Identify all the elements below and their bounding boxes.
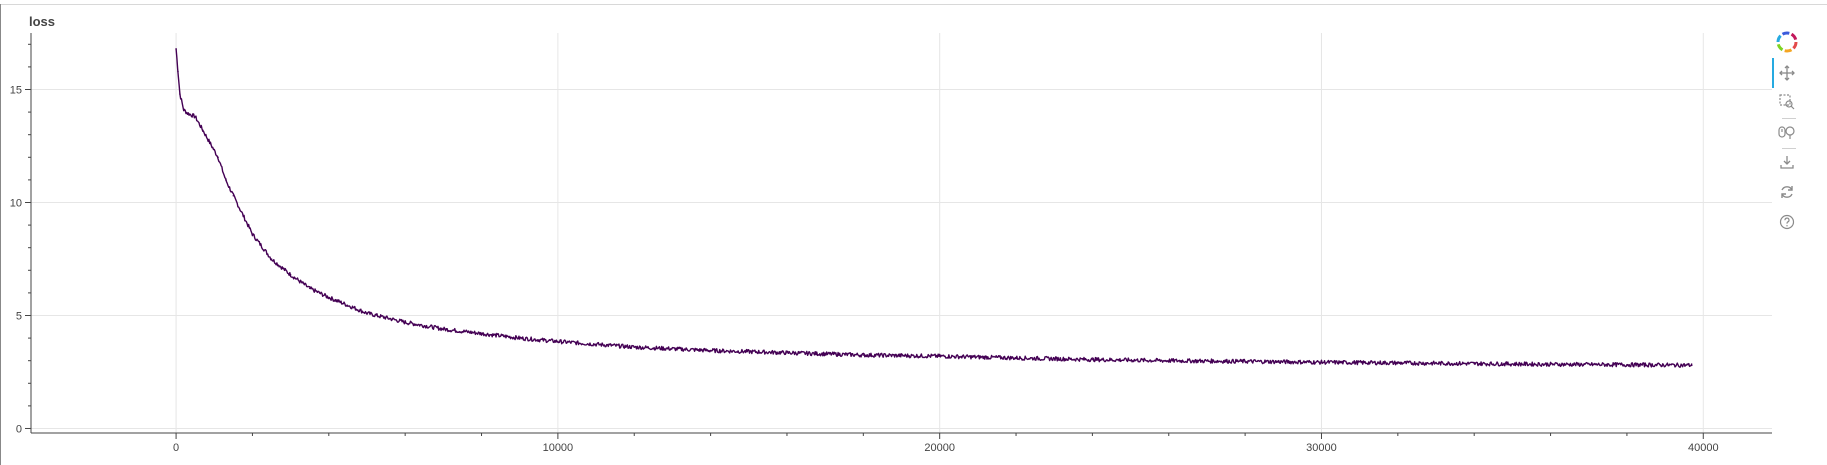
loss-data-point: [179, 93, 181, 95]
loss-data-point: [308, 287, 311, 290]
loss-data-point: [209, 142, 212, 145]
loss-data-point: [1167, 359, 1170, 362]
loss-data-point: [217, 156, 219, 159]
x-tick-label: 10000: [543, 442, 574, 454]
loss-data-point: [786, 351, 788, 354]
loss-data-point: [182, 109, 185, 111]
active-tool-indicator: [1772, 58, 1774, 88]
left-border: [0, 4, 1, 465]
reset-icon[interactable]: [1770, 180, 1804, 204]
axes: 0 10000 20000 30000 40000 0 5 10 15: [10, 33, 1772, 454]
grid-lines: [31, 33, 1772, 433]
loss-data-point: [480, 332, 483, 335]
x-tick-label: 30000: [1306, 442, 1337, 454]
loss-data-point: [862, 354, 865, 356]
y-tick-label: 5: [16, 310, 22, 322]
toolbar-separator: [1782, 118, 1796, 119]
loss-data-point: [202, 129, 204, 131]
x-tick-label: 20000: [924, 442, 955, 454]
x-tick-label: 0: [173, 442, 179, 454]
loss-data-point: [270, 258, 273, 260]
box-zoom-icon[interactable]: [1770, 90, 1804, 114]
loss-data-point: [1473, 362, 1475, 365]
loss-data-point: [1091, 358, 1094, 361]
loss-data-point: [175, 48, 177, 50]
save-icon[interactable]: [1770, 150, 1804, 174]
loss-data-point: [1397, 362, 1399, 364]
loss-data-point: [709, 349, 712, 352]
loss-data-point: [1626, 363, 1628, 366]
loss-data-point: [289, 274, 292, 276]
y-tick-label: 15: [10, 84, 22, 96]
y-tick-label: 10: [10, 197, 22, 209]
loss-data-point: [328, 296, 330, 299]
loss-series-line: [175, 48, 1693, 368]
top-border: [0, 4, 1827, 5]
loss-data-point: [1691, 364, 1693, 367]
loss-data-point: [1244, 360, 1246, 363]
loss-data-point: [1015, 357, 1017, 359]
loss-data-point: [194, 115, 196, 118]
chart-title: loss: [29, 14, 56, 29]
help-icon[interactable]: [1770, 210, 1804, 234]
loss-data-point: [1320, 361, 1323, 364]
loss-data-point: [186, 112, 189, 115]
loss-data-point: [232, 194, 235, 197]
wheel-zoom-icon[interactable]: [1770, 120, 1804, 144]
x-tick-label: 40000: [1688, 442, 1719, 454]
loss-data-point: [404, 321, 406, 324]
loss-data-point: [366, 312, 368, 315]
toolbar-separator: [1782, 148, 1796, 149]
loss-data-point: [177, 70, 179, 73]
loss-data-point: [251, 233, 254, 235]
loss-data-point: [557, 340, 559, 343]
loss-data-point: [442, 328, 445, 330]
loss-data-point: [518, 337, 521, 339]
series-layer: [175, 48, 1693, 368]
loss-data-point: [224, 179, 227, 181]
loss-data-point: [938, 355, 941, 357]
y-tick-label: 0: [16, 423, 22, 435]
pan-icon[interactable]: [1770, 61, 1804, 85]
loss-data-point: [633, 346, 636, 348]
bokeh-logo-icon[interactable]: [1770, 30, 1804, 54]
loss-data-point: [1549, 363, 1552, 366]
